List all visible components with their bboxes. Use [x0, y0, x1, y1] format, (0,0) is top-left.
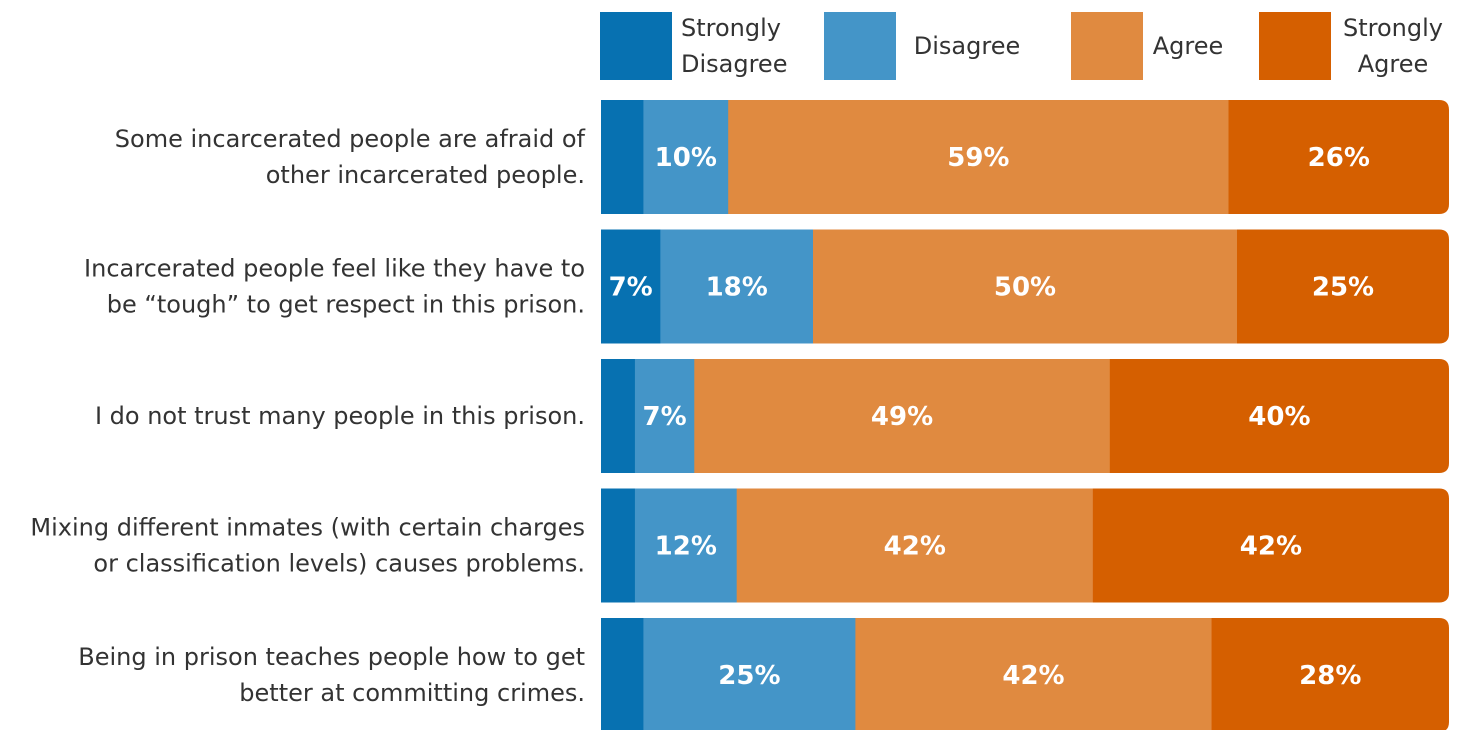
- data-label: 26%: [1308, 143, 1370, 173]
- bar-segment: [601, 359, 636, 473]
- bar-segment: [601, 100, 644, 214]
- data-label: 7%: [643, 402, 687, 432]
- legend: Strongly Disagree Disagree Agree Strongly Agr…: [600, 12, 1443, 80]
- data-label: 59%: [947, 143, 1009, 173]
- legend-swatch: [824, 12, 896, 80]
- bar-row: [601, 488, 1449, 603]
- bar-segment: [601, 488, 636, 603]
- legend-swatch: [600, 12, 672, 80]
- bars: 10% 59% 26%7% 18% 50% 25%7% 49% 40%12% 42% 42%25%…: [601, 100, 1449, 732]
- data-label: 7%: [609, 273, 653, 303]
- bar-segment: [643, 100, 729, 214]
- bar-row-labels: 25% 42% 28%: [718, 661, 1361, 691]
- data-label: 42%: [1002, 661, 1064, 691]
- bar-segment: [1228, 100, 1449, 214]
- data-label: 12%: [655, 532, 717, 562]
- category-label: Incarcerated people feel like they have …: [84, 255, 585, 319]
- bar-row-labels: 12% 42% 42%: [655, 532, 1302, 562]
- bar-segment: [601, 229, 661, 344]
- legend-label: Strongly Agree: [1343, 14, 1443, 78]
- data-label: 50%: [994, 273, 1056, 303]
- bar-segment: [601, 618, 644, 732]
- bar-row: [601, 618, 1449, 732]
- data-label: 49%: [871, 402, 933, 432]
- bar-segment: [813, 229, 1238, 344]
- bar-segment: [643, 618, 856, 732]
- bar-segment: [1092, 488, 1449, 603]
- data-label: 28%: [1299, 661, 1361, 691]
- bar-segment: [1211, 618, 1449, 732]
- legend-item: Strongly Agree: [1259, 12, 1443, 80]
- legend-label: Strongly Disagree: [681, 14, 787, 78]
- bar-row-labels: 7% 49% 40%: [643, 402, 1311, 432]
- bar-segment: [728, 100, 1230, 214]
- data-label: 40%: [1248, 402, 1310, 432]
- bar-segment: [1109, 359, 1449, 473]
- bar-segment: [855, 618, 1213, 732]
- category-label: Mixing different inmates (with certain c…: [30, 514, 585, 578]
- category-labels: Some incarcerated people are afraid of ot…: [30, 125, 585, 707]
- legend-swatch: [1259, 12, 1331, 80]
- category-label: Being in prison teaches people how to ge…: [78, 643, 585, 707]
- bar-segment: [736, 488, 1094, 603]
- legend-label: Agree: [1153, 32, 1224, 60]
- bar-segment: [1237, 229, 1449, 344]
- data-label: 42%: [1240, 532, 1302, 562]
- data-label: 18%: [706, 273, 768, 303]
- bar-row-labels: 10% 59% 26%: [655, 143, 1370, 173]
- bar-row: [601, 229, 1449, 344]
- data-label: 25%: [718, 661, 780, 691]
- bar-segment: [634, 488, 738, 603]
- legend-swatch: [1071, 12, 1143, 80]
- data-label: 25%: [1312, 273, 1374, 303]
- data-label: 10%: [655, 143, 717, 173]
- bar-segment: [694, 359, 1111, 473]
- bar-segment: [634, 359, 695, 473]
- legend-item: Strongly Disagree: [600, 12, 787, 80]
- legend-label: Disagree: [914, 32, 1020, 60]
- bar-row-labels: 7% 18% 50% 25%: [609, 273, 1375, 303]
- data-label: 42%: [884, 532, 946, 562]
- legend-item: Disagree: [824, 12, 1020, 80]
- category-label: Some incarcerated people are afraid of ot…: [115, 125, 586, 189]
- legend-item: Agree: [1071, 12, 1223, 80]
- bar-row: [601, 100, 1449, 214]
- bar-segment: [660, 229, 814, 344]
- category-label: I do not trust many people in this priso…: [95, 402, 585, 430]
- bar-row: [601, 359, 1449, 473]
